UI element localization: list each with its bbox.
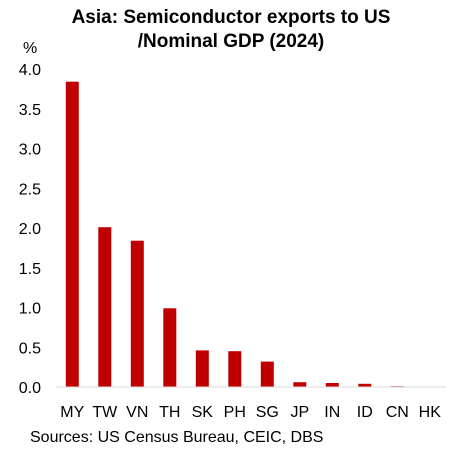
y-tick-label: 4.0: [19, 62, 41, 79]
x-tick-label: IN: [324, 404, 340, 421]
bar-sg: [260, 361, 274, 387]
x-tick-label: TW: [92, 404, 118, 421]
y-axis-unit-label: %: [23, 40, 38, 57]
bar-jp: [293, 382, 307, 387]
y-tick-label: 1.5: [19, 261, 41, 278]
bar-in: [325, 383, 339, 387]
bar-id: [358, 383, 372, 387]
y-tick-label: 3.5: [19, 102, 41, 119]
y-tick-label: 3.0: [19, 142, 41, 159]
x-tick-label: TH: [159, 404, 180, 421]
x-tick-label: CN: [386, 404, 409, 421]
y-tick-label: 0.0: [19, 380, 41, 397]
x-tick-label: SG: [256, 404, 279, 421]
x-tick-label: VN: [126, 404, 148, 421]
y-tick-label: 2.0: [19, 221, 41, 238]
x-axis: MY TW VN TH SK PH SG JP IN ID CN HK: [56, 386, 446, 421]
x-tick-label: SK: [192, 404, 214, 421]
bar-ph: [228, 351, 242, 387]
bar-series: [65, 81, 404, 387]
x-tick-label: JP: [290, 404, 309, 421]
bar-vn: [130, 240, 144, 387]
x-tick-label: MY: [60, 404, 84, 421]
chart-title-line-2: /Nominal GDP (2024): [137, 31, 325, 52]
x-tick-label: PH: [224, 404, 246, 421]
source-note: Sources: US Census Bureau, CEIC, DBS: [30, 429, 324, 446]
y-tick-label: 1.0: [19, 301, 41, 318]
bar-tw: [98, 227, 112, 387]
bar-sk: [195, 350, 209, 387]
x-tick-label: ID: [357, 404, 373, 421]
x-tick-label: HK: [419, 404, 442, 421]
bar-th: [163, 308, 177, 387]
y-tick-label: 2.5: [19, 181, 41, 198]
y-axis: 0.0 0.5 1.0 1.5 2.0 2.5 3.0 3.5 4.0: [19, 62, 41, 397]
bar-my: [65, 81, 79, 387]
chart-title-line-1: Asia: Semiconductor exports to US: [71, 7, 391, 28]
y-tick-label: 0.5: [19, 340, 41, 357]
